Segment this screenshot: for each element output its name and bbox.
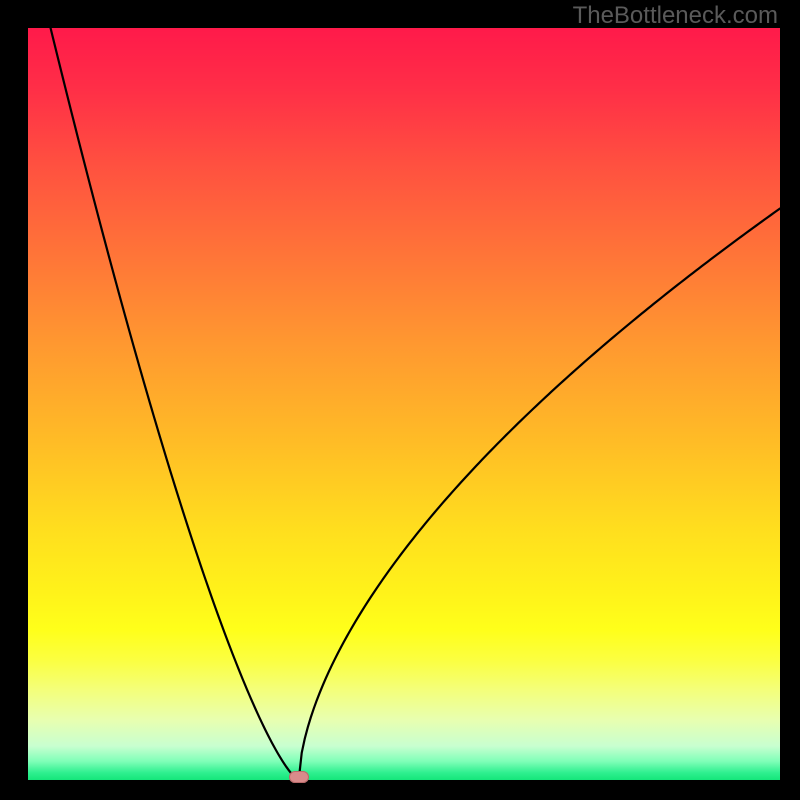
watermark-text: TheBottleneck.com	[573, 2, 778, 30]
curve-path	[51, 28, 780, 780]
chart-frame: TheBottleneck.com	[0, 0, 800, 800]
bottleneck-curve	[28, 28, 780, 780]
plot-area	[28, 28, 780, 780]
optimum-marker	[289, 771, 309, 783]
